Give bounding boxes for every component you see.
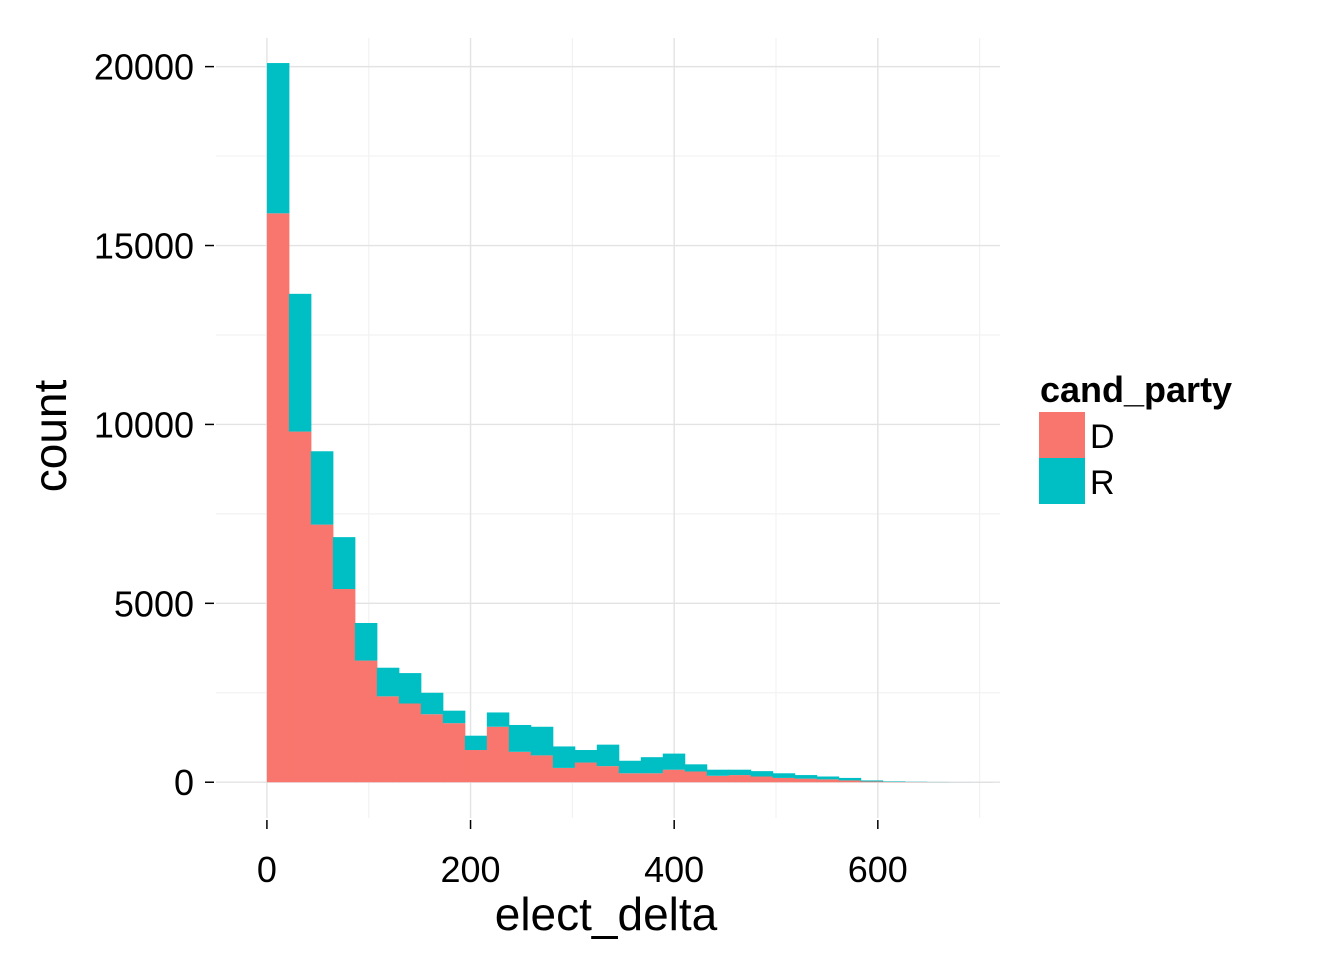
bar-d-23 <box>772 777 796 783</box>
bar-d-0 <box>266 213 290 783</box>
y-tick-label: 20000 <box>94 47 194 88</box>
x-tick-label: 0 <box>257 849 277 890</box>
bar-d-27 <box>860 781 884 783</box>
bar-r-8 <box>442 710 466 724</box>
x-axis-title: elect_delta <box>495 888 718 940</box>
bar-d-8 <box>442 723 466 783</box>
bar-r-1 <box>288 293 312 432</box>
bar-r-5 <box>376 667 400 697</box>
bar-d-7 <box>420 714 444 783</box>
bar-d-2 <box>310 524 334 783</box>
bar-r-14 <box>574 750 598 763</box>
bar-r-13 <box>552 746 576 768</box>
bar-d-9 <box>464 750 488 783</box>
legend-label-d: D <box>1090 418 1115 456</box>
axes: 0 5000 10000 15000 20000 0 200 400 600 <box>94 47 908 890</box>
bar-d-16 <box>618 773 642 783</box>
bar-r-6 <box>398 673 422 704</box>
bar-d-24 <box>794 778 818 783</box>
bar-r-12 <box>530 726 554 756</box>
bar-d-4 <box>354 660 378 783</box>
bar-d-15 <box>596 766 620 783</box>
bar-r-16 <box>618 760 642 774</box>
bar-d-5 <box>376 696 400 783</box>
bar-r-11 <box>508 724 532 752</box>
bar-d-26 <box>838 780 862 783</box>
bar-d-6 <box>398 703 422 783</box>
y-tick-label: 10000 <box>94 404 194 445</box>
bar-d-21 <box>728 775 752 783</box>
bar-r-17 <box>640 757 664 774</box>
bar-r-28 <box>882 781 906 782</box>
bar-r-7 <box>420 692 444 715</box>
bar-r-0 <box>266 63 290 214</box>
bar-r-3 <box>332 537 356 590</box>
y-tick-label: 0 <box>174 762 194 803</box>
bar-r-4 <box>354 623 378 661</box>
bar-d-1 <box>288 431 312 783</box>
bar-r-21 <box>728 769 752 776</box>
bar-d-10 <box>486 726 510 783</box>
bar-r-15 <box>596 744 620 767</box>
bar-r-10 <box>486 712 510 727</box>
x-tick-label: 200 <box>441 849 501 890</box>
x-tick-label: 400 <box>644 849 704 890</box>
bar-r-26 <box>838 777 862 781</box>
bars <box>266 63 994 783</box>
bar-d-17 <box>640 773 664 783</box>
bar-d-14 <box>574 762 598 783</box>
bar-d-25 <box>816 779 840 783</box>
bar-d-11 <box>508 751 532 783</box>
y-tick-label: 5000 <box>114 583 194 624</box>
bar-r-23 <box>772 773 796 778</box>
legend-swatch-d <box>1039 412 1085 458</box>
bar-r-20 <box>706 769 730 776</box>
y-tick-label: 15000 <box>94 226 194 267</box>
bar-r-9 <box>464 735 488 751</box>
bar-d-20 <box>706 775 730 783</box>
bar-d-13 <box>552 767 576 783</box>
bar-r-24 <box>794 775 818 779</box>
bar-r-2 <box>310 451 334 525</box>
bar-r-18 <box>662 753 686 770</box>
bar-d-19 <box>684 771 708 783</box>
legend-label-r: R <box>1090 464 1115 502</box>
bar-d-12 <box>530 755 554 783</box>
x-tick-label: 600 <box>848 849 908 890</box>
bar-d-3 <box>332 589 356 783</box>
bar-r-25 <box>816 776 840 780</box>
legend-title: cand_party <box>1040 369 1232 410</box>
bar-r-19 <box>684 764 708 772</box>
bar-d-22 <box>750 776 774 783</box>
legend: cand_party D R <box>1039 369 1232 504</box>
bar-d-18 <box>662 769 686 783</box>
bar-r-27 <box>860 780 884 782</box>
legend-swatch-r <box>1039 458 1085 504</box>
y-axis-title: count <box>24 380 76 493</box>
bar-r-22 <box>750 771 774 777</box>
